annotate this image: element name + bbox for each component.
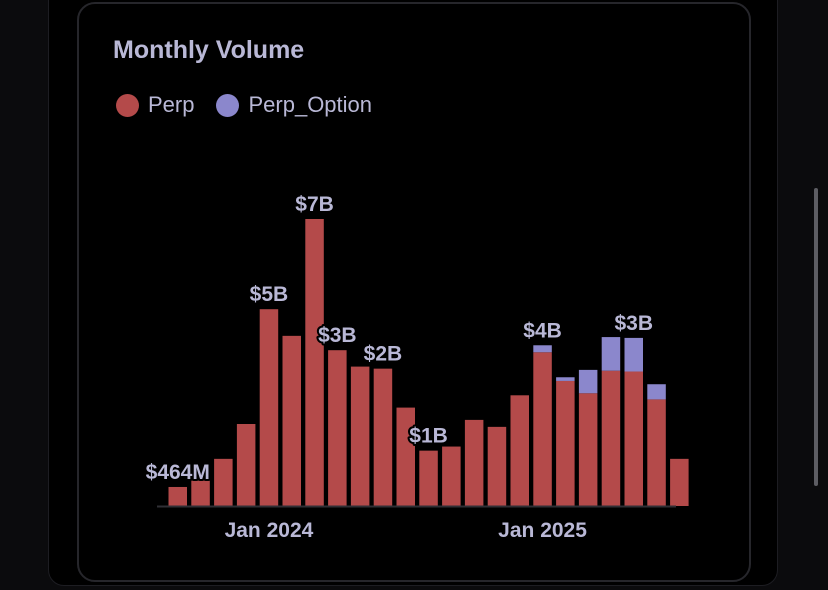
bar-perp-sep-2023[interactable] [168,486,188,506]
bar-perp-jul-2025[interactable] [670,458,689,506]
data-label-sep-2023: $464M [146,461,210,484]
x-tick-label: Jan 2025 [498,519,587,542]
bar-perp-feb-2024[interactable] [282,335,302,506]
bar-perp-sep-2024[interactable] [442,446,461,506]
legend-swatch-perp [116,93,139,117]
scrollbar-thumb[interactable] [814,188,818,486]
x-tick-label: Jan 2024 [225,519,314,542]
bar-perp-nov-2024[interactable] [487,426,507,506]
data-label-jan-2025: $4B [523,319,562,342]
bar-perp-jul-2024[interactable] [396,407,416,506]
bar-perp-may-2024[interactable] [350,366,370,506]
bar-perp-option-apr-2025[interactable] [601,337,621,371]
bar-perp-aug-2024[interactable] [419,450,438,506]
bar-perp-dec-2024[interactable] [510,395,530,506]
bar-perp-jun-2024[interactable] [373,368,393,506]
bar-perp-may-2025[interactable] [624,371,644,506]
bar-perp-jan-2024[interactable] [259,309,279,506]
data-label-mar-2024: $7B [295,193,334,216]
data-label-apr-2024: $3B [318,324,357,347]
bar-perp-option-jun-2025[interactable] [647,384,666,400]
bar-perp-option-jan-2025[interactable] [533,345,552,353]
bar-perp-mar-2025[interactable] [578,393,598,506]
data-label-aug-2024: $1B [409,425,448,448]
card-title: Monthly Volume [113,36,305,64]
bar-perp-option-mar-2025[interactable] [578,369,598,394]
legend-label-perp: Perp [148,92,195,117]
bar-perp-feb-2025[interactable] [556,380,575,506]
bar-perp-option-may-2025[interactable] [624,337,644,372]
bar-perp-jan-2025[interactable] [533,352,552,506]
data-label-may-2025: $3B [614,312,653,335]
data-label-jan-2024: $5B [250,283,289,306]
legend-swatch-perp-option [216,93,240,117]
bar-perp-apr-2025[interactable] [601,370,621,506]
bar-perp-dec-2023[interactable] [236,424,256,506]
bar-perp-option-feb-2025[interactable] [556,377,575,381]
bar-perp-mar-2024[interactable] [305,219,324,506]
bar-perp-oct-2024[interactable] [464,419,484,506]
chart-legend: Perp Perp_Option [116,92,372,118]
bar-perp-oct-2023[interactable] [191,480,210,506]
data-label-jun-2024: $2B [364,343,403,366]
bar-perp-jun-2025[interactable] [647,399,666,506]
legend-item-perp-option[interactable]: Perp_Option [216,92,372,118]
legend-label-perp-option: Perp_Option [248,92,373,117]
bar-perp-apr-2024[interactable] [328,350,347,506]
bar-perp-nov-2023[interactable] [214,458,233,506]
legend-item-perp[interactable]: Perp [116,92,194,118]
